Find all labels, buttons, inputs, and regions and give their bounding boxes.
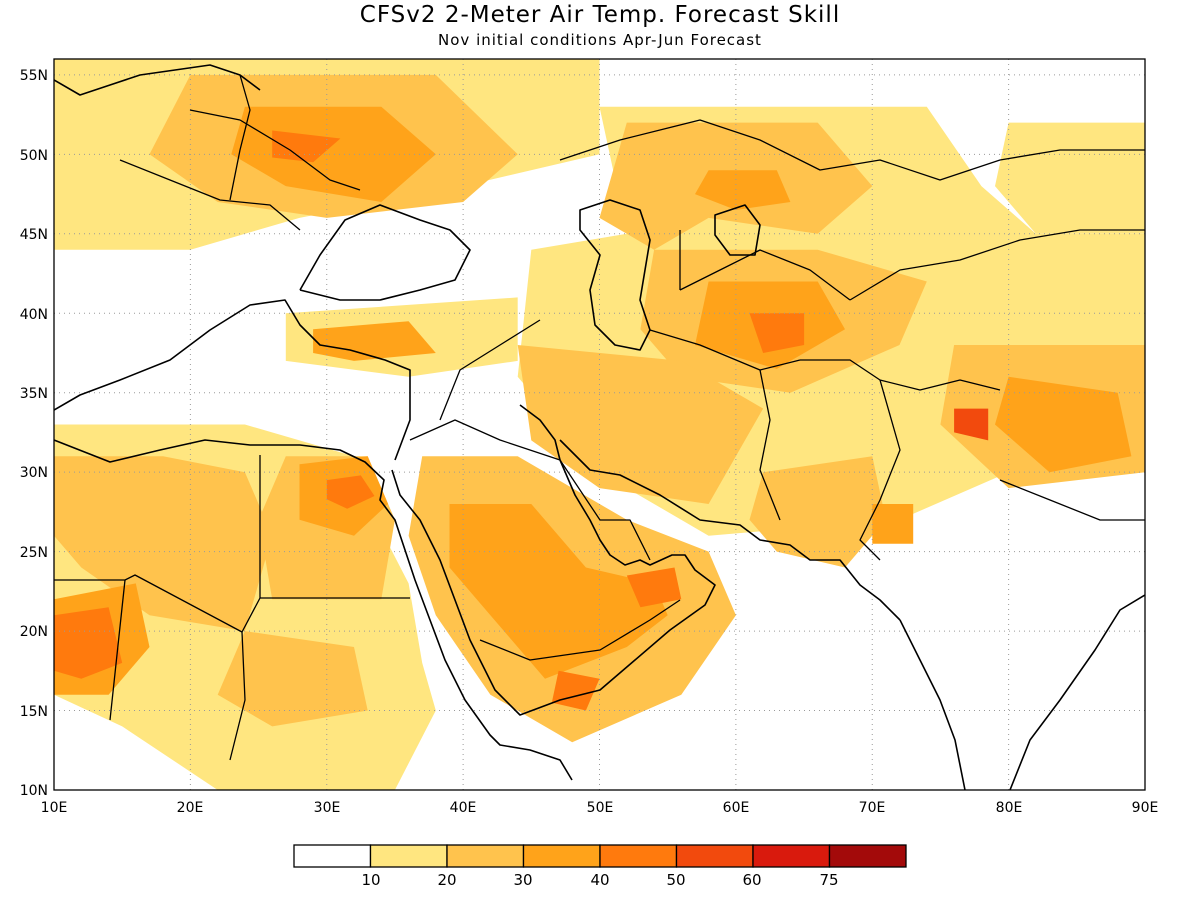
lat-tick-label: 55N	[20, 68, 48, 84]
lon-axis: 10E 20E 30E 40E 50E 60E 70E 80E 90E	[41, 800, 1159, 816]
colorbar-label: 10	[361, 871, 380, 889]
lat-tick-label: 35N	[20, 386, 48, 402]
skill-region	[517, 345, 764, 504]
skill-region	[749, 313, 805, 353]
colorbar-label: 20	[437, 871, 456, 889]
colorbar-swatch	[828, 844, 907, 868]
skill-region	[995, 376, 1132, 473]
lat-tick-label: 30N	[20, 465, 48, 481]
skill-region	[217, 631, 368, 727]
europe-north-coast	[54, 64, 261, 96]
colorbar-label: 50	[666, 871, 685, 889]
figure-subtitle: Nov initial conditions Apr-Jun Forecast	[438, 31, 762, 49]
lon-tick-label: 40E	[450, 800, 477, 816]
lon-tick-label: 10E	[41, 800, 68, 816]
skill-region	[551, 670, 600, 711]
lon-tick-label: 20E	[177, 800, 204, 816]
caspian-sea-coast	[579, 199, 651, 351]
aral-sea-coast	[714, 204, 761, 256]
lat-tick-label: 50N	[20, 148, 48, 164]
skill-region	[695, 170, 791, 210]
skill-region	[749, 456, 886, 568]
colorbar: 10 20 30 40 50 60 75	[293, 844, 907, 889]
figure-title: CFSv2 2-Meter Air Temp. Forecast Skill	[360, 2, 840, 28]
colorbar-swatch	[293, 844, 372, 868]
country-borders	[54, 74, 1145, 761]
skill-region	[54, 456, 273, 632]
colorbar-swatch	[675, 844, 754, 868]
skill-region	[626, 567, 682, 608]
lon-tick-label: 70E	[859, 800, 886, 816]
lon-tick-label: 90E	[1132, 800, 1159, 816]
africa-red-sea-coast	[54, 439, 573, 781]
lat-tick-label: 25N	[20, 545, 48, 561]
india-east-coast	[1009, 594, 1145, 790]
skill-region	[231, 106, 436, 202]
lon-tick-label: 60E	[723, 800, 750, 816]
black-sea-coast	[299, 204, 471, 301]
lat-tick-label: 20N	[20, 624, 48, 640]
colorbar-swatch	[522, 844, 601, 868]
lat-tick-label: 45N	[20, 227, 48, 243]
colorbar-label: 30	[513, 871, 532, 889]
colorbar-swatches	[293, 844, 907, 868]
map-area	[54, 59, 1145, 790]
skill-shading	[54, 59, 1145, 790]
lat-axis: 10N 15N 20N 25N 30N 35N 40N 45N 50N 55N	[20, 68, 48, 799]
coastlines	[54, 64, 1145, 790]
colorbar-label: 75	[819, 871, 838, 889]
mediterranean-north-coast	[54, 299, 411, 461]
skill-region	[313, 321, 436, 361]
colorbar-label: 40	[590, 871, 609, 889]
lat-tick-label: 40N	[20, 307, 48, 323]
colorbar-swatch	[752, 844, 831, 868]
gulf-iran-coast	[559, 439, 901, 621]
lat-tick-label: 10N	[20, 783, 48, 799]
lon-tick-label: 80E	[996, 800, 1023, 816]
lon-tick-label: 30E	[314, 800, 341, 816]
lon-tick-label: 50E	[587, 800, 614, 816]
skill-region	[326, 475, 375, 509]
colorbar-label: 60	[742, 871, 761, 889]
arabia-west-coast	[391, 404, 716, 716]
skill-region	[449, 504, 668, 679]
colorbar-swatch	[446, 844, 525, 868]
india-west-coast	[899, 619, 966, 790]
colorbar-swatch	[599, 844, 678, 868]
lat-tick-label: 15N	[20, 704, 48, 720]
skill-region	[54, 607, 123, 679]
skill-region	[954, 408, 989, 441]
skill-region	[872, 504, 914, 544]
map-frame	[53, 58, 1146, 791]
colorbar-swatch	[369, 844, 448, 868]
